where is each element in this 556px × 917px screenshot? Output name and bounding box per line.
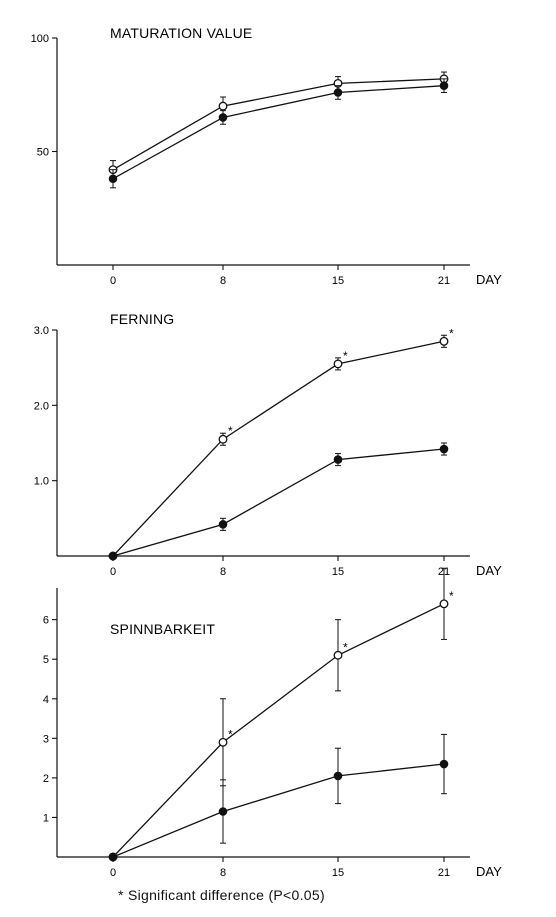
panel3-series-filled-point	[333, 771, 343, 781]
panel1-series-filled-line	[112, 85, 445, 180]
panel2-series-filled-point	[439, 444, 449, 454]
panel2-series-filled-point	[108, 551, 118, 561]
panel3-x-axis-label: DAY	[476, 864, 502, 879]
panel3-series-open-point	[439, 599, 449, 609]
panel2-series-filled-point	[218, 520, 228, 529]
panel1-x-axis-label: DAY	[476, 272, 502, 287]
panel2-x-tick-label: 0	[110, 566, 116, 578]
panel3-series-open-point	[218, 737, 228, 747]
panel3-y-tick-label: 4	[43, 694, 49, 706]
panel1-title: MATURATION VALUE	[110, 25, 252, 41]
panel2-series-open-significance-mark: *	[228, 424, 233, 438]
panel2-x-tick-label: 8	[220, 566, 226, 578]
panel2-series-open-point	[333, 359, 343, 369]
panel3-series-filled-line	[112, 763, 445, 858]
footnote: * Significant difference (P<0.05)	[118, 887, 325, 903]
panel3-y-tick-label: 2	[43, 773, 49, 785]
panel2-y-tick-label: 3.0	[34, 325, 49, 337]
panel1-series-filled-point	[333, 88, 343, 97]
panel2-title: FERNING	[110, 311, 174, 327]
panel1-y-tick-label: 50	[37, 147, 49, 159]
panel1-x-tick-label: 8	[220, 275, 226, 287]
panel3-y-tick-label: 6	[43, 615, 49, 627]
panel3-title: SPINNBARKEIT	[110, 621, 215, 637]
panel3-x-tick-label: 8	[220, 867, 226, 879]
panel3-y-tick-label: 3	[43, 733, 49, 745]
panel3-x-tick-label: 0	[110, 867, 116, 879]
panel3-series-filled-point	[108, 852, 118, 862]
panel3-series-open-significance-mark: *	[228, 727, 233, 741]
panel1-series-open-line	[112, 78, 445, 171]
panel3-series-filled-point	[439, 759, 449, 769]
panel2-series-filled-point	[333, 455, 343, 464]
panel3-x-tick-label: 15	[332, 867, 344, 879]
panel1-x-tick-label: 15	[332, 275, 344, 287]
panel1-series-filled-point	[108, 174, 118, 184]
panel3-x-tick-label: 21	[438, 867, 450, 879]
panel3-series-open-significance-mark: *	[343, 640, 348, 654]
panel1-series-filled-point	[439, 81, 449, 90]
panel2-y-tick-label: 1.0	[34, 476, 49, 488]
panel2-y-tick-label: 2.0	[34, 400, 49, 412]
panel2-series-open-point	[439, 336, 449, 346]
panel2-series-open-significance-mark: *	[449, 326, 454, 340]
panel1-series-filled-point	[218, 113, 228, 122]
panel1-y-tick-label: 100	[31, 33, 49, 45]
panel1-x-tick-label: 0	[110, 275, 116, 287]
panel1-x-tick-label: 21	[438, 275, 450, 287]
panel1-series-open-point	[218, 101, 228, 111]
panel3-series-open-line	[112, 603, 445, 858]
panel2-x-tick-label: 15	[332, 566, 344, 578]
panel2-series-filled-line	[112, 448, 445, 557]
panel2-series-open-line	[112, 340, 445, 557]
panel2-series-open-significance-mark: *	[343, 349, 348, 363]
panel3-series-open-significance-mark: *	[449, 589, 454, 603]
panel2-x-axis-label: DAY	[476, 563, 502, 578]
panel2-series-open-point	[218, 434, 228, 444]
panel3-y-tick-label: 5	[43, 654, 49, 666]
panel3-series-filled-point	[218, 807, 228, 816]
panel3-series-open-point	[333, 650, 343, 660]
panel3-y-tick-label: 1	[43, 812, 49, 824]
